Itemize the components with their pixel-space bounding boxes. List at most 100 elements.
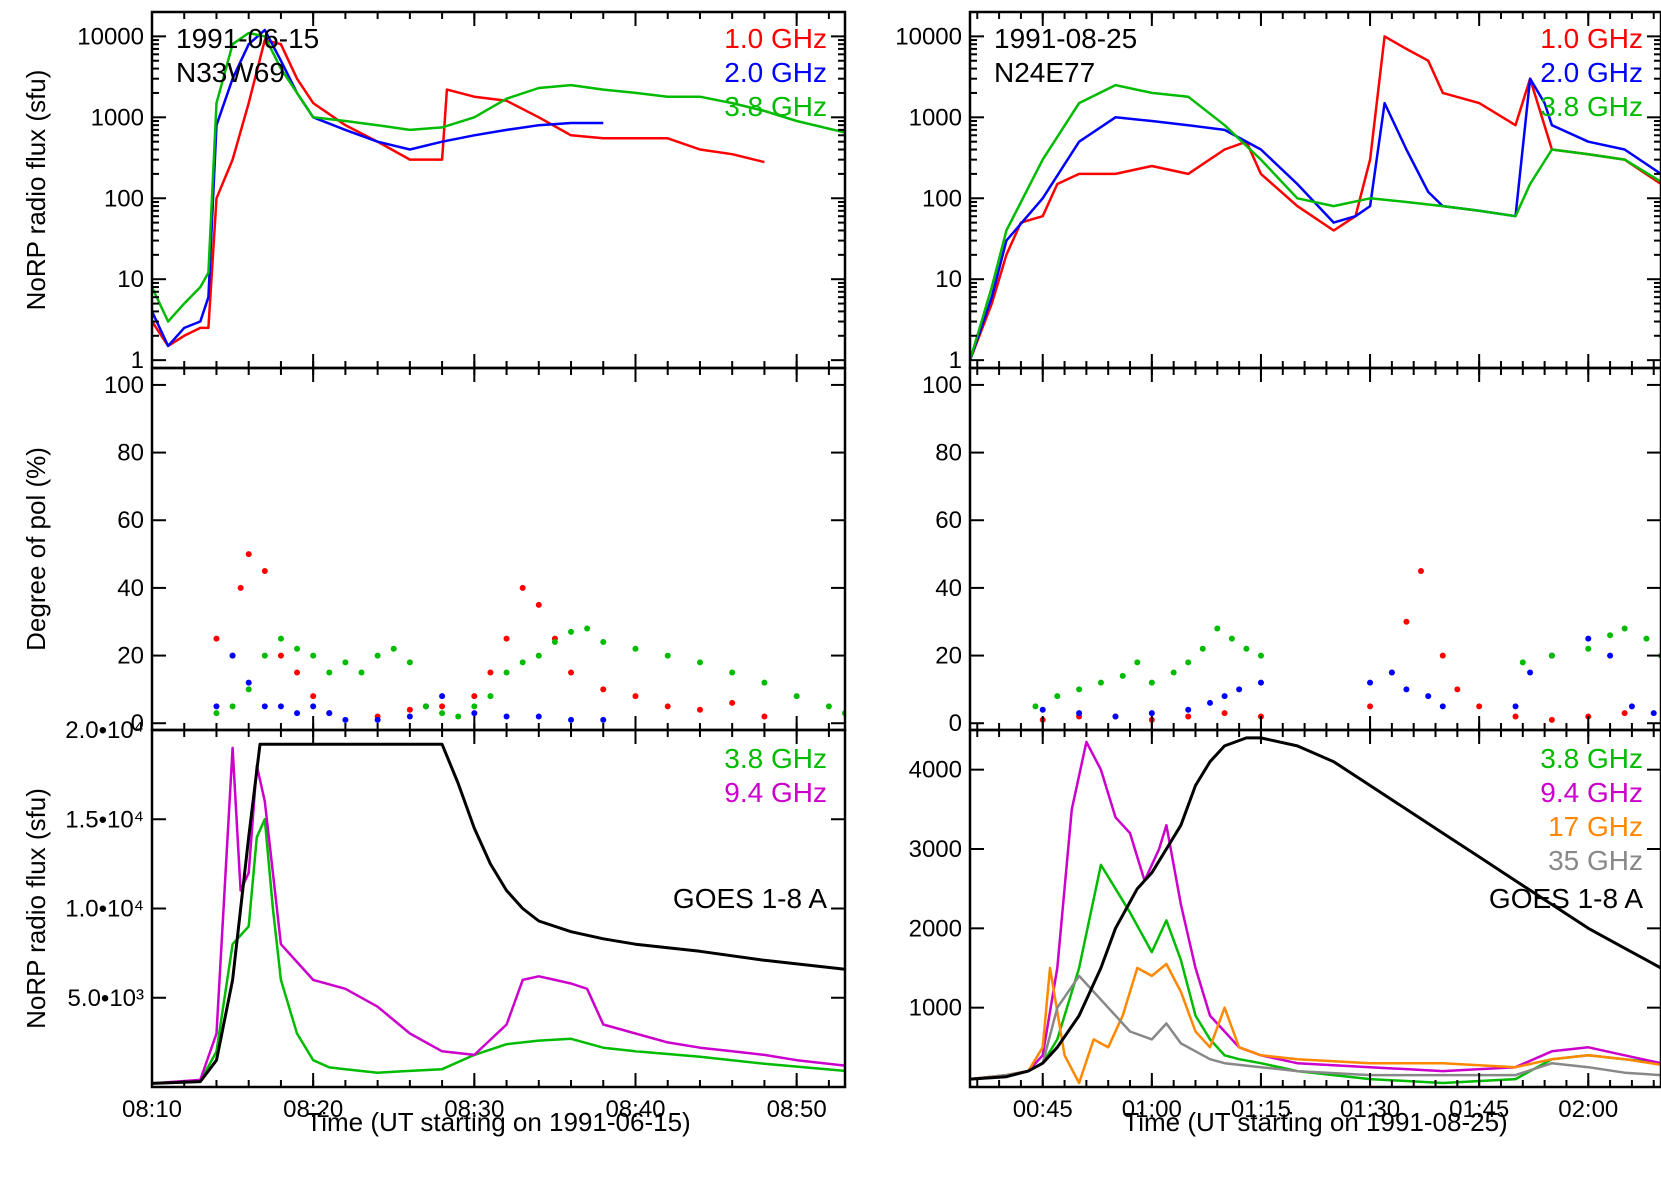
plot-area — [213, 551, 845, 723]
data-point — [1367, 679, 1374, 686]
data-point — [1039, 706, 1046, 713]
x-tick-label: 08:40 — [605, 1096, 665, 1123]
y-tick-label: 3000 — [909, 836, 962, 863]
y-axis-title: Degree of pol (%) — [21, 447, 51, 651]
data-point — [1257, 652, 1264, 659]
data-point — [793, 693, 800, 700]
x-tick-label: 01:45 — [1449, 1096, 1509, 1123]
data-point — [664, 703, 671, 710]
data-point — [503, 713, 510, 720]
data-point — [535, 601, 542, 608]
data-point — [1388, 669, 1395, 676]
y-tick-label: 4000 — [909, 757, 962, 784]
data-point — [632, 693, 639, 700]
data-point — [729, 669, 736, 676]
data-point — [406, 706, 413, 713]
data-point — [584, 625, 591, 632]
data-point — [600, 716, 607, 723]
panel-left-bottom: 5.0•10³ 1.0•10⁴ 1.5•10⁴ 2.0•10⁴ 08:10 08:20 08… — [21, 717, 847, 1137]
data-point — [342, 716, 349, 723]
y-tick-label: 1 — [131, 347, 144, 374]
y-tick-label: 10000 — [77, 23, 144, 50]
data-point — [1607, 632, 1614, 639]
data-point — [455, 713, 462, 720]
data-point — [1243, 645, 1250, 652]
series-line-3-8-ghz — [970, 863, 1661, 1085]
legend-entry: 1.0 GHz — [724, 23, 827, 54]
series-2-0-ghz — [1039, 635, 1657, 720]
data-point — [503, 635, 510, 642]
series-line-35-ghz — [970, 974, 1661, 1081]
data-point — [1185, 706, 1192, 713]
series-line-goes-1-8-a — [152, 742, 845, 1085]
y-tick-label: 100 — [104, 185, 144, 212]
data-point — [1512, 703, 1519, 710]
data-point — [326, 669, 333, 676]
y-tick-label: 1.5•10⁴ — [65, 806, 144, 833]
y-tick-label: 40 — [117, 575, 144, 602]
y-tick-label: 2.0•10⁴ — [65, 717, 144, 744]
data-point — [374, 652, 381, 659]
data-point — [1403, 686, 1410, 693]
y-tick-label: 10 — [935, 266, 962, 293]
data-point — [761, 679, 768, 686]
series-3-8-ghz — [1032, 625, 1661, 710]
data-point — [1621, 710, 1628, 717]
data-point — [1512, 713, 1519, 720]
series-line-3-8-ghz — [970, 83, 1661, 361]
data-point — [277, 652, 284, 659]
data-point — [1439, 703, 1446, 710]
series-3-8-ghz — [213, 625, 845, 720]
data-point — [535, 713, 542, 720]
panel-left-middle: 0 20 40 60 80 100 Degree of pol (%) — [21, 366, 847, 737]
data-point — [439, 693, 446, 700]
data-point — [1032, 703, 1039, 710]
panel-annotation: 1991-08-25 — [994, 23, 1137, 54]
legend-entry: 35 GHz — [1548, 845, 1643, 876]
data-point — [1236, 686, 1243, 693]
data-point — [825, 703, 832, 710]
data-point — [1207, 699, 1214, 706]
data-point — [1439, 652, 1446, 659]
data-point — [342, 659, 349, 666]
legend-entry: GOES 1-8 A — [673, 883, 827, 914]
data-point — [1585, 645, 1592, 652]
x-tick-label: 08:10 — [122, 1096, 182, 1123]
y-tick-label: 20 — [935, 643, 962, 670]
data-point — [1607, 652, 1614, 659]
y-tick-label: 100 — [922, 185, 962, 212]
data-point — [1054, 693, 1061, 700]
x-tick-label: 01:15 — [1231, 1096, 1291, 1123]
data-point — [245, 679, 252, 686]
data-point — [229, 703, 236, 710]
data-point — [1650, 710, 1657, 717]
y-tick-label: 5.0•10³ — [68, 985, 144, 1012]
data-point — [664, 652, 671, 659]
x-tick-label: 01:00 — [1122, 1096, 1182, 1123]
data-point — [729, 699, 736, 706]
data-point — [1148, 679, 1155, 686]
y-tick-label: 100 — [922, 372, 962, 399]
series-line-9-4-ghz — [152, 746, 845, 1085]
plot-area — [970, 736, 1661, 1085]
data-point — [374, 716, 381, 723]
data-point — [439, 703, 446, 710]
panel-annotation: N24E77 — [994, 57, 1095, 88]
legend-entry: 2.0 GHz — [724, 57, 827, 88]
legend-entry: GOES 1-8 A — [1489, 883, 1643, 914]
y-tick-label: 0 — [131, 710, 144, 737]
data-point — [1621, 625, 1628, 632]
x-axis-title: Time (UT starting on 1991-06-15) — [306, 1107, 690, 1137]
data-point — [1585, 635, 1592, 642]
data-point — [761, 713, 768, 720]
data-point — [1257, 679, 1264, 686]
data-point — [1228, 635, 1235, 642]
y-tick-label: 2000 — [909, 915, 962, 942]
data-point — [471, 703, 478, 710]
x-tick-label: 02:00 — [1558, 1096, 1618, 1123]
data-point — [213, 710, 220, 717]
data-point — [632, 645, 639, 652]
y-tick-label: 1000 — [91, 104, 144, 131]
series-line-3-8-ghz — [152, 818, 845, 1085]
data-point — [1417, 567, 1424, 574]
